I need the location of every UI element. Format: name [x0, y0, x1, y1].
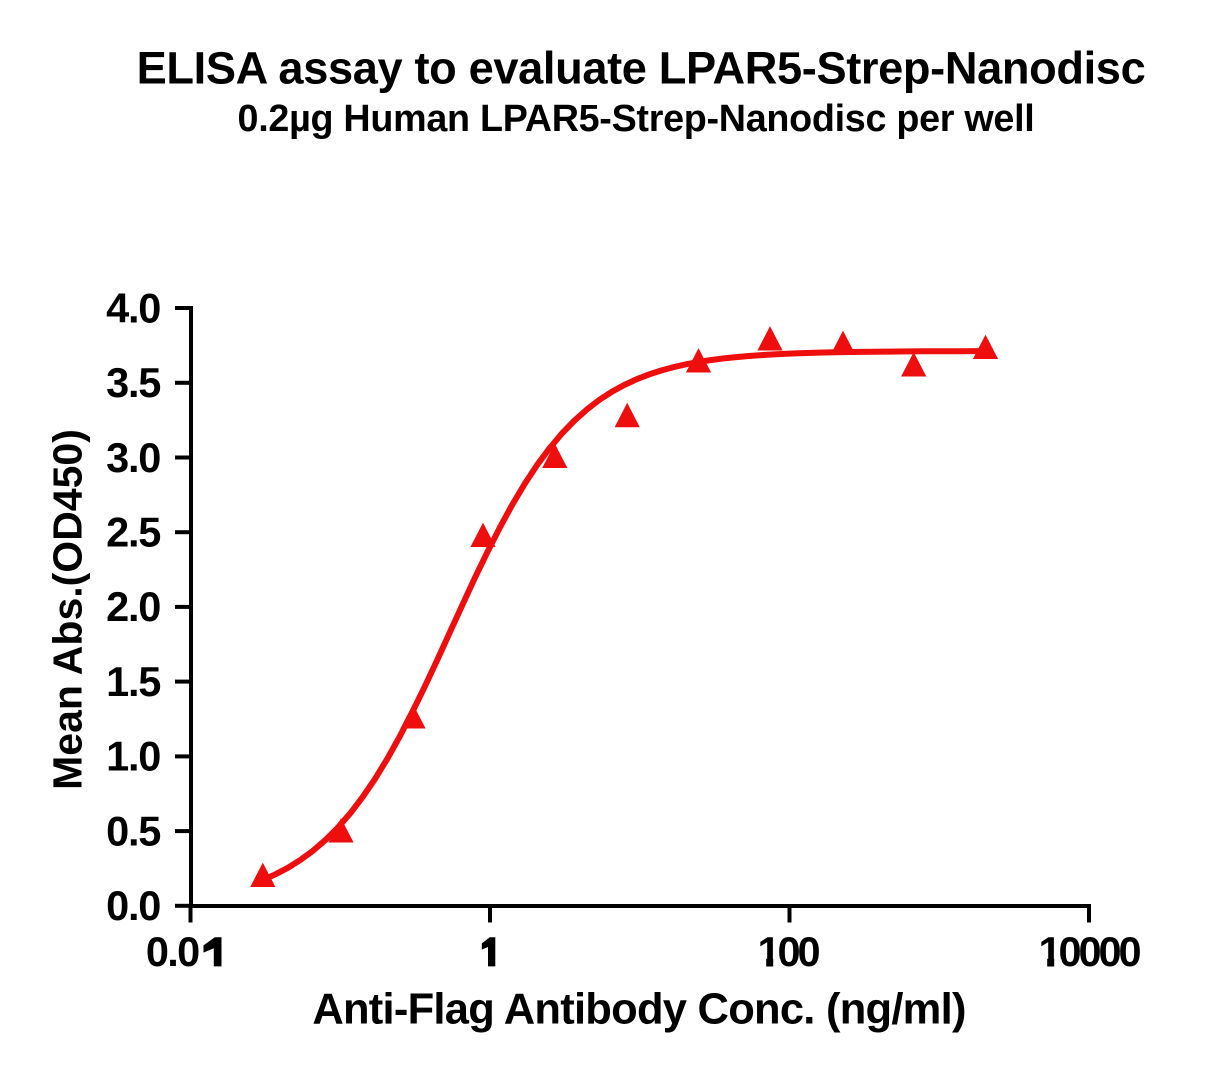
svg-text:100: 100	[758, 928, 820, 975]
svg-text:3.5: 3.5	[106, 359, 160, 406]
svg-text:0.5: 0.5	[106, 807, 160, 854]
svg-text:0.0: 0.0	[106, 882, 160, 929]
svg-text:2.0: 2.0	[106, 583, 160, 630]
svg-text:4.0: 4.0	[106, 284, 160, 331]
svg-text:1.5: 1.5	[106, 658, 160, 705]
svg-text:1.0: 1.0	[106, 733, 160, 780]
svg-text:10000: 10000	[1039, 928, 1141, 975]
svg-text:ELISA assay to evaluate LPAR5-: ELISA assay to evaluate LPAR5-Strep-Nano…	[137, 43, 1146, 94]
svg-text:3.0: 3.0	[106, 434, 160, 481]
svg-text:Mean Abs.(OD450): Mean Abs.(OD450)	[45, 429, 91, 790]
svg-text:0.0: 0.0	[146, 928, 199, 975]
svg-text:Anti-Flag Antibody Conc. (ng/m: Anti-Flag Antibody Conc. (ng/ml)	[312, 986, 965, 1034]
svg-text:0.2µg Human LPAR5-Strep-Nanodi: 0.2µg Human LPAR5-Strep-Nanodisc per wel…	[238, 97, 1035, 139]
svg-text:2.5: 2.5	[106, 509, 160, 556]
